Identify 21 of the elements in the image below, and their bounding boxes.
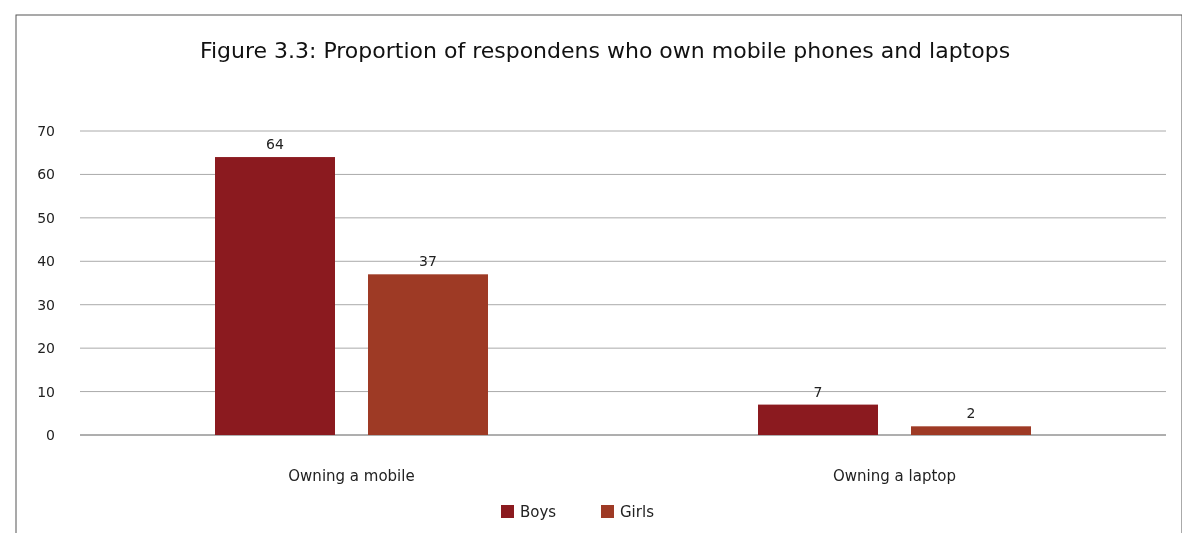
y-tick-label: 20 <box>37 340 55 357</box>
legend-label: Girls <box>620 503 655 521</box>
y-tick-label: 40 <box>37 253 55 270</box>
data-label: 7 <box>813 383 823 400</box>
y-tick-label: 70 <box>37 123 55 139</box>
bar <box>758 404 878 435</box>
data-label: 64 <box>266 136 284 153</box>
bar <box>215 157 335 435</box>
chart-title: Figure 3.3: Proportion of respondens who own mobile phones and laptops <box>199 38 1011 63</box>
x-tick-label: Owning a laptop <box>833 467 956 485</box>
y-tick-label: 60 <box>37 166 55 183</box>
data-label: 37 <box>419 253 437 270</box>
y-tick-label: 30 <box>37 296 55 313</box>
bar <box>911 426 1031 435</box>
x-tick-label: Owning a mobile <box>288 467 415 485</box>
bar <box>368 274 488 435</box>
legend-label: Boys <box>520 503 557 521</box>
y-tick-label: 10 <box>37 383 55 400</box>
y-tick-label: 50 <box>37 209 55 226</box>
y-tick-label: 0 <box>46 427 55 443</box>
data-label: 2 <box>966 405 976 422</box>
